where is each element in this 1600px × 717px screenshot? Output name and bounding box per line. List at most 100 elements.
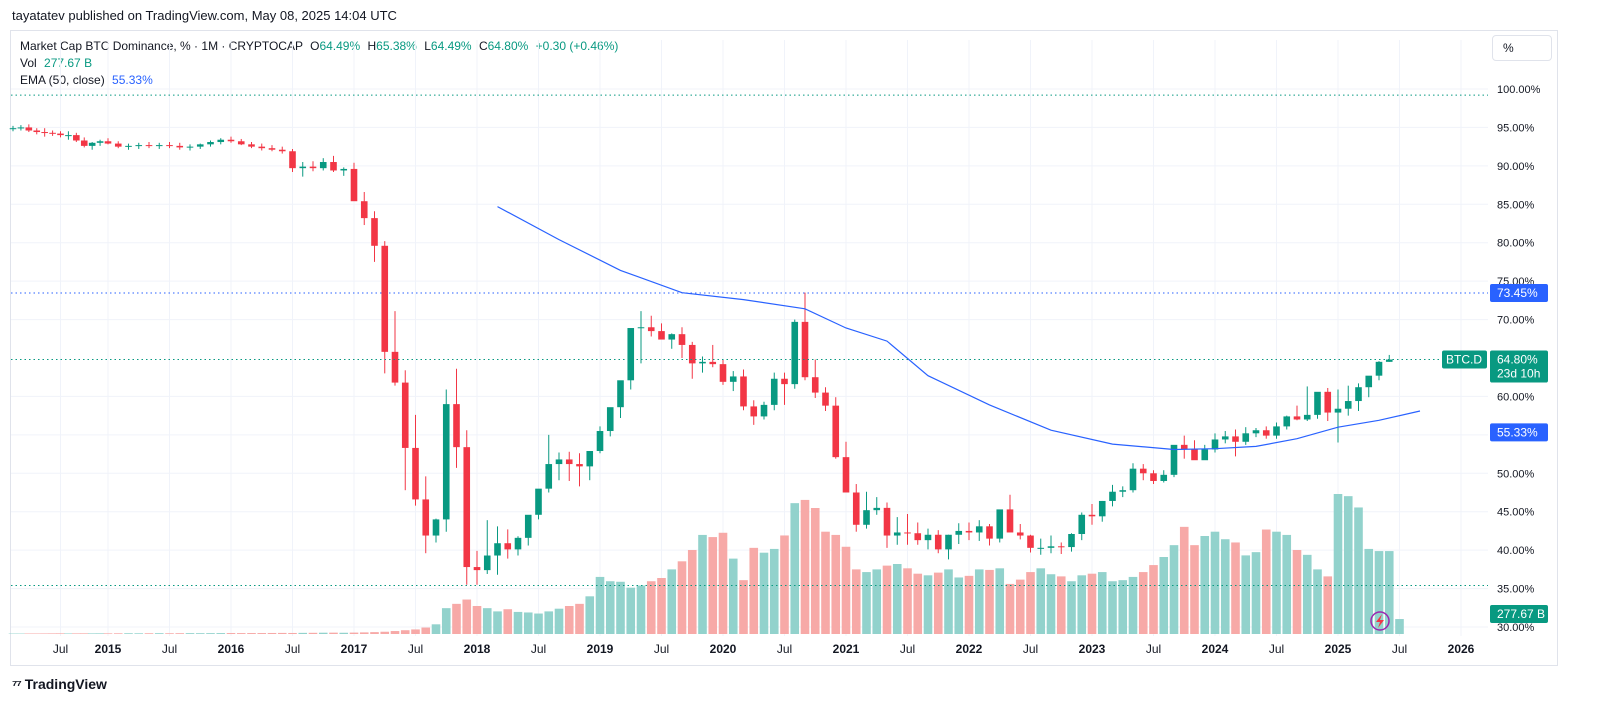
volume-bar <box>708 537 718 634</box>
volume-bar <box>134 633 144 634</box>
candle-body <box>1006 509 1014 533</box>
candle-body <box>453 404 460 448</box>
legend-volume-row: Vol 277.67 B <box>20 55 618 72</box>
legend-volume-label[interactable]: Vol <box>20 56 37 70</box>
volume-bar <box>400 630 410 634</box>
volume-bar <box>933 572 943 634</box>
price-tag[interactable] <box>1490 423 1548 442</box>
candle-body <box>914 533 922 541</box>
legend-high-label: H <box>367 39 377 53</box>
candle-body <box>586 450 594 467</box>
volume-bar <box>1333 494 1343 634</box>
candle-body <box>658 331 665 340</box>
volume-bar <box>575 603 584 634</box>
candle-body <box>268 148 276 150</box>
candle-body <box>33 130 41 133</box>
legend-ema-label[interactable]: EMA (50, close) <box>20 73 105 87</box>
candle-body <box>17 127 25 129</box>
x-axis-tick-label: Jul <box>285 642 300 656</box>
candle-body <box>883 507 891 536</box>
tradingview-logo-text: TradingView <box>24 676 107 692</box>
price-tag[interactable] <box>1490 605 1548 623</box>
volume-bar <box>1272 531 1281 634</box>
candle-body <box>135 145 143 147</box>
candle-body <box>217 139 225 143</box>
candle-body <box>1150 473 1157 481</box>
candle-body <box>340 168 348 171</box>
legend-ema-row: EMA (50, close) 55.33% <box>20 72 618 89</box>
volume-bar <box>421 627 431 634</box>
candle-body <box>432 519 440 536</box>
volume-bar <box>513 611 523 634</box>
x-axis-tick-label: Jul <box>1269 642 1284 656</box>
volume-bar <box>452 603 461 634</box>
published-by-text: tayatatev published on TradingView.com, … <box>12 8 397 23</box>
candle-body <box>145 145 153 147</box>
volume-bar <box>56 633 65 634</box>
price-tag-label: 73.45% <box>1497 286 1538 300</box>
candle-body <box>473 567 481 571</box>
candle-body <box>73 135 80 141</box>
symbol-tag[interactable] <box>1442 350 1487 369</box>
candle-body <box>330 162 337 171</box>
volume-bar <box>1067 581 1076 634</box>
volume-bar <box>821 531 830 634</box>
volume-bar <box>359 632 369 634</box>
volume-bar <box>1056 576 1066 634</box>
volume-bar <box>226 633 236 634</box>
volume-bar <box>749 547 759 634</box>
candle-body <box>227 139 235 142</box>
candle-body <box>248 144 255 147</box>
percent-scale-button[interactable]: % <box>1492 35 1552 61</box>
volume-bar <box>985 569 994 634</box>
volume-bar <box>154 633 164 634</box>
candle-body <box>596 431 604 451</box>
candle-body <box>57 133 64 136</box>
y-axis-tick-label: 60.00% <box>1497 391 1535 403</box>
candle-body <box>289 151 296 169</box>
volume-bar <box>1159 557 1169 634</box>
volume-bar <box>236 633 246 634</box>
volume-bar <box>72 633 81 634</box>
x-axis-tick-label: 2022 <box>956 642 983 656</box>
price-tag[interactable] <box>1490 284 1548 303</box>
flash-icon[interactable] <box>1370 611 1390 631</box>
volume-bar <box>493 611 502 634</box>
candle-body <box>1273 426 1280 436</box>
volume-bar <box>103 633 113 634</box>
candle-body <box>934 534 942 550</box>
candle-body <box>719 364 727 382</box>
volume-bar <box>503 609 513 634</box>
volume-bar <box>790 503 800 634</box>
candle-body <box>842 457 850 493</box>
candle-body <box>49 132 56 134</box>
chart-legend: Market Cap BTC Dominance, % · 1M · CRYPT… <box>20 38 618 89</box>
candle-body <box>1334 408 1342 413</box>
candle-body <box>822 392 829 406</box>
volume-bar <box>1395 619 1404 634</box>
volume-bar <box>1231 542 1240 634</box>
x-axis-tick-label: Jul <box>900 642 915 656</box>
candle-body <box>494 543 501 556</box>
candle-body <box>637 327 645 329</box>
price-tag-label: 277.67 B <box>1497 607 1545 621</box>
volume-bar <box>974 569 984 634</box>
volume-bar <box>267 632 277 634</box>
candle-body <box>88 142 96 146</box>
candle-body <box>647 327 655 332</box>
candle-body <box>668 334 676 340</box>
legend-symbol[interactable]: Market Cap BTC Dominance, % · 1M · CRYPT… <box>20 39 303 53</box>
tradingview-logo[interactable]: ⁷⁷ TradingView <box>12 676 107 692</box>
candle-body <box>278 149 286 152</box>
candle-body <box>65 135 72 137</box>
volume-bar <box>79 633 89 634</box>
price-tag[interactable] <box>1490 350 1548 383</box>
candle-body <box>965 530 973 533</box>
volume-bar <box>1251 552 1261 634</box>
legend-change: +0.30 (+0.46%) <box>535 39 619 53</box>
candle-body <box>1201 449 1209 461</box>
legend-high-value: 65.38% <box>376 39 417 53</box>
volume-bar <box>1087 573 1097 634</box>
volume-bar <box>923 575 933 634</box>
